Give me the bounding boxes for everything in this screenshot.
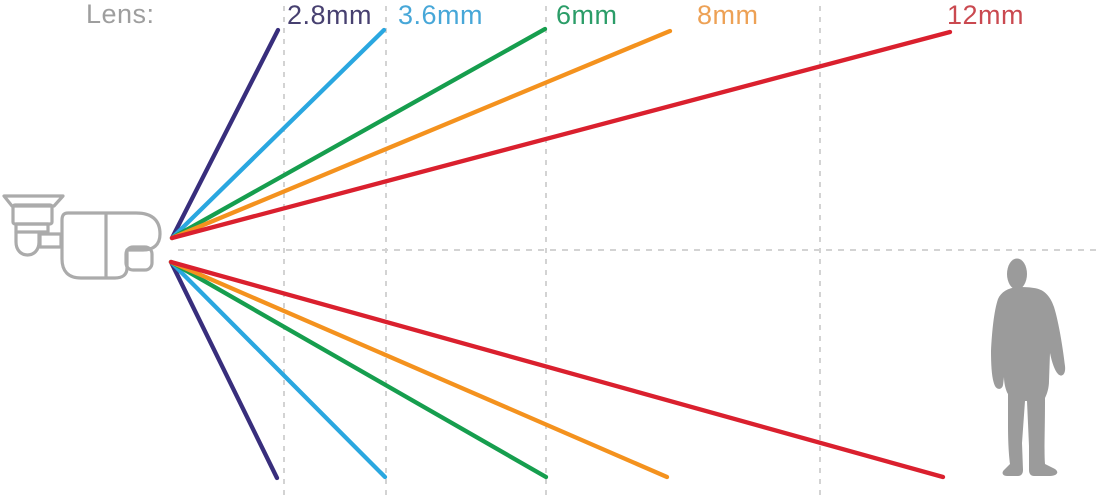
fov-line-lower-8mm: [168, 259, 670, 480]
fov-lines: [168, 26, 953, 481]
lens-caption: Lens:: [86, 0, 155, 29]
fov-line-upper-12mm: [169, 29, 953, 241]
lens-label-12mm: 12mm: [947, 0, 1024, 30]
fov-line-lower-28mm: [168, 259, 280, 481]
security-camera-icon: [2, 194, 162, 280]
camera-lens-block: [124, 245, 154, 272]
camera-mount-pivot: [14, 230, 41, 257]
fov-line-lower-36mm: [168, 259, 388, 480]
person-head: [1007, 258, 1027, 290]
lens-label-36mm: 3.6mm: [398, 0, 483, 30]
fov-line-upper-6mm: [169, 26, 548, 241]
fov-line-lower-6mm: [168, 259, 549, 480]
fov-line-upper-28mm: [169, 27, 281, 241]
fov-line-lower-12mm: [168, 259, 946, 480]
camera-mount-block: [11, 203, 54, 226]
distance-grid: [178, 6, 1100, 497]
camera-body: [60, 211, 162, 280]
camera-mount-neck: [14, 222, 50, 234]
fov-line-upper-36mm: [169, 27, 387, 241]
camera-mount-plate: [2, 194, 65, 208]
lens-label-6mm: 6mm: [556, 0, 618, 30]
person-silhouette: [991, 258, 1066, 476]
person-body: [991, 287, 1066, 476]
lens-label-8mm: 8mm: [697, 0, 759, 30]
lens-label-28mm: 2.8mm: [287, 0, 372, 30]
fov-line-upper-8mm: [169, 28, 673, 241]
camera-arm: [38, 232, 63, 249]
